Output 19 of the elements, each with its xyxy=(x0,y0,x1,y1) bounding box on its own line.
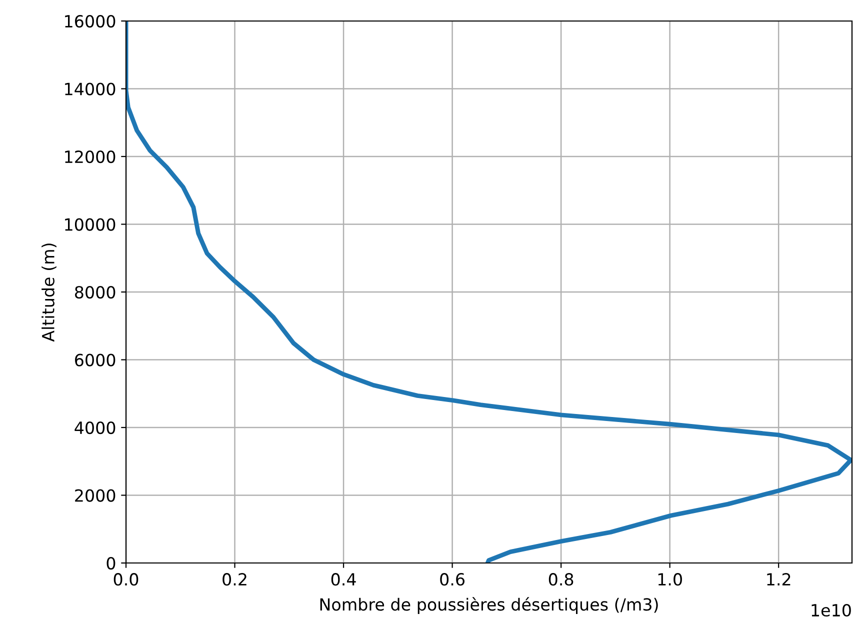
y-axis-title: Altitude (m) xyxy=(42,244,56,342)
x-tick-label: 1.0 xyxy=(658,573,682,586)
x-tick-label: 1.2 xyxy=(767,573,790,586)
x-tick-label: 0.2 xyxy=(222,573,246,586)
y-tick-label: 16000 xyxy=(65,14,116,28)
x-tick-label: 0.8 xyxy=(548,573,574,586)
x-tick-label: 0.4 xyxy=(331,573,356,586)
y-tick-label: 8000 xyxy=(74,286,116,299)
y-tick-label: 10000 xyxy=(65,218,116,231)
x-tick-label: 0.0 xyxy=(114,573,138,586)
y-tick-label: 14000 xyxy=(65,82,116,96)
y-tick-label: 6000 xyxy=(75,354,116,366)
y-tick-label: 12000 xyxy=(65,150,116,164)
x-tick-label: 0.6 xyxy=(440,573,464,586)
x-axis-title: Nombre de poussières désertiques (/m3) xyxy=(320,597,658,614)
y-tick-label: 0 xyxy=(106,556,116,570)
text: 1e10 xyxy=(812,604,851,617)
y-tick-label: 2000 xyxy=(75,489,116,502)
y-tick-label: 4000 xyxy=(74,421,116,434)
